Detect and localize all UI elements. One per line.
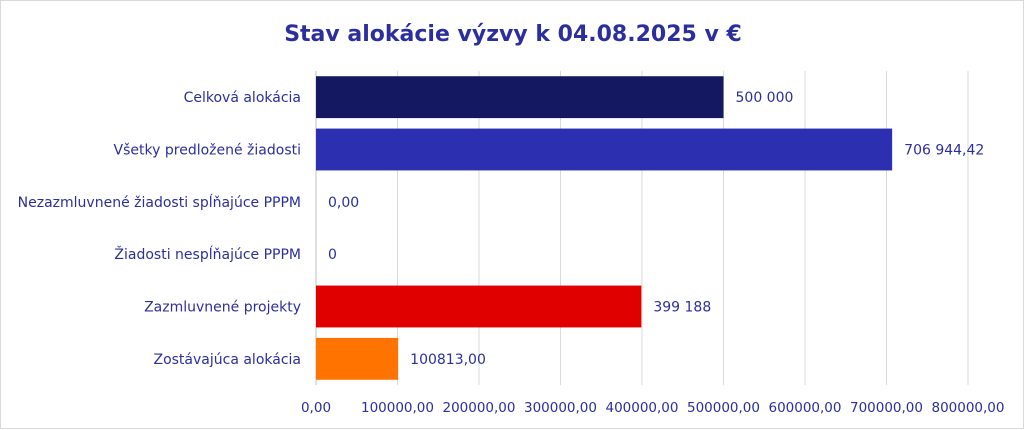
bar	[316, 285, 642, 328]
gridlines	[315, 71, 969, 385]
bar	[316, 128, 893, 171]
category-label: Zazmluvnené projekty	[144, 300, 301, 316]
value-label: 0,00	[328, 195, 359, 211]
value-labels: 500 000 706 944,42 0,00 0 399 188 100813,00	[328, 90, 984, 368]
value-label: 100813,00	[410, 352, 486, 368]
bar	[316, 337, 399, 380]
value-label: 706 944,42	[904, 143, 984, 159]
x-tick-label: 0,00	[301, 400, 331, 416]
x-tick-label: 400000,00	[605, 400, 678, 416]
x-axis-ticks: 0,00 100000,00 200000,00 300000,00 400000,00…	[301, 400, 1005, 416]
category-label: Všetky predložené žiadosti	[114, 143, 301, 159]
value-label: 500 000	[736, 90, 794, 106]
value-label: 0	[328, 247, 337, 263]
x-tick-label: 800000,00	[931, 400, 1004, 416]
bars	[316, 76, 893, 380]
category-labels: Celková alokácia Všetky predložené žiados…	[18, 90, 301, 368]
bar	[316, 76, 724, 119]
x-tick-label: 200000,00	[442, 400, 515, 416]
x-tick-label: 500000,00	[687, 400, 760, 416]
category-label: Zostávajúca alokácia	[153, 352, 301, 368]
x-tick-label: 700000,00	[850, 400, 923, 416]
value-label: 399 188	[653, 300, 711, 316]
x-tick-label: 100000,00	[361, 400, 434, 416]
chart-title: Stav alokácie výzvy k 04.08.2025 v €	[284, 22, 742, 47]
category-label: Nezazmluvnené žiadosti spĺňajúce PPPM	[18, 193, 301, 211]
x-tick-label: 600000,00	[768, 400, 841, 416]
category-label: Celková alokácia	[184, 90, 301, 106]
x-tick-label: 300000,00	[524, 400, 597, 416]
category-label: Žiadosti nespĺňajúce PPPM	[114, 245, 301, 263]
